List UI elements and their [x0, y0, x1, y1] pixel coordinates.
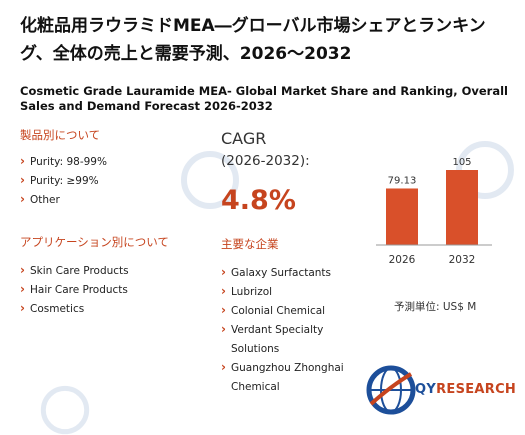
bar-value-label: 105 — [452, 157, 471, 168]
logo-text-accent: RESEARCH — [436, 382, 517, 397]
qyresearch-logo: QYRESEARCH — [365, 360, 516, 420]
watermark-logo-icon — [40, 385, 90, 435]
bar-2026 — [386, 188, 418, 245]
list-item: Galaxy Surfactants — [221, 263, 356, 283]
product-section-heading: 製品別について — [20, 128, 101, 142]
bar-value-label: 79.13 — [388, 175, 417, 186]
logo-text-main: QY — [415, 382, 437, 397]
list-item: Purity: ≥99% — [20, 171, 210, 191]
list-item: Purity: 98-99% — [20, 152, 210, 172]
list-item: Cosmetics — [20, 299, 210, 319]
globe-icon — [366, 365, 416, 415]
cagr-label: CAGR — [221, 129, 267, 148]
x-tick-label: 2026 — [389, 254, 416, 266]
application-list: Skin Care Products Hair Care Products Co… — [20, 261, 210, 319]
page-subtitle: Cosmetic Grade Lauramide MEA- Global Mar… — [20, 84, 508, 113]
chart-unit-label: 予測単位: US$ M — [394, 301, 477, 313]
product-type-list: Purity: 98-99% Purity: ≥99% Other — [20, 152, 210, 210]
page-title: 化粧品用ラウラミドMEA―グローバル市場シェアとランキング、全体の売上と需要予測… — [20, 16, 486, 64]
list-item: Skin Care Products — [20, 261, 210, 281]
list-item: Colonial Chemical — [221, 301, 356, 321]
logo-text: QYRESEARCH — [415, 382, 516, 397]
companies-section-heading: 主要な企業 — [221, 237, 279, 251]
list-item: Hair Care Products — [20, 280, 210, 300]
bar-2032 — [446, 170, 478, 245]
x-tick-label: 2032 — [449, 254, 476, 266]
cagr-value: 4.8% — [221, 185, 296, 216]
companies-list: Galaxy Surfactants Lubrizol Colonial Che… — [221, 263, 356, 397]
forecast-bar-chart: 79.13 2026 105 2032 — [376, 157, 492, 266]
application-section-heading: アプリケーション別について — [20, 235, 169, 249]
list-item: Lubrizol — [221, 282, 356, 302]
cagr-period: (2026-2032): — [221, 153, 310, 169]
list-item: Other — [20, 190, 210, 210]
list-item: Verdant Specialty Solutions — [221, 320, 356, 359]
list-item: Guangzhou Zhonghai Chemical — [221, 358, 356, 397]
